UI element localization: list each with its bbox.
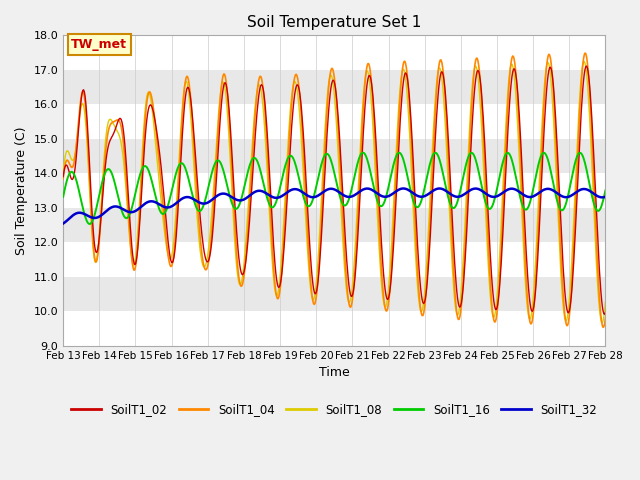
SoilT1_16 [402, 165, 410, 171]
Bar [63, 36, 605, 70]
Bar [63, 70, 605, 104]
SoilT1_02 [125, 200, 132, 206]
Legend: SoilT1_02, SoilT1_04, SoilT1_08, SoilT1_16, SoilT1_32: SoilT1_02, SoilT1_04, SoilT1_08, SoilT1_… [67, 398, 602, 421]
SoilT1_16 [86, 221, 93, 227]
SoilT1_08 [598, 320, 606, 325]
SoilT1_16 [180, 164, 188, 169]
SoilT1_16 [60, 194, 67, 200]
SoilT1_04 [69, 164, 77, 169]
SoilT1_32 [399, 186, 407, 192]
SoilT1_04 [416, 300, 424, 306]
Bar [63, 173, 605, 208]
SoilT1_08 [580, 59, 588, 64]
SoilT1_02 [209, 232, 216, 238]
SoilT1_32 [602, 194, 609, 200]
SoilT1_02 [601, 312, 609, 317]
X-axis label: Time: Time [319, 366, 349, 379]
SoilT1_04 [599, 324, 607, 330]
SoilT1_04 [602, 315, 609, 321]
SoilT1_02 [582, 63, 590, 69]
SoilT1_02 [69, 176, 77, 181]
SoilT1_32 [69, 213, 77, 218]
SoilT1_16 [209, 165, 217, 171]
SoilT1_32 [60, 221, 67, 227]
SoilT1_04 [581, 50, 589, 56]
Line: SoilT1_16: SoilT1_16 [63, 153, 605, 224]
SoilT1_08 [60, 170, 67, 176]
SoilT1_08 [400, 67, 408, 73]
Bar [63, 242, 605, 277]
SoilT1_16 [125, 212, 133, 217]
Text: TW_met: TW_met [71, 38, 127, 51]
SoilT1_08 [602, 299, 609, 305]
Line: SoilT1_08: SoilT1_08 [63, 61, 605, 323]
SoilT1_08 [416, 305, 424, 311]
SoilT1_16 [360, 150, 367, 156]
SoilT1_02 [602, 310, 609, 315]
Bar [63, 104, 605, 139]
SoilT1_04 [125, 216, 132, 222]
SoilT1_04 [180, 92, 188, 98]
SoilT1_02 [60, 174, 67, 180]
Bar [63, 139, 605, 173]
SoilT1_32 [417, 194, 424, 200]
Line: SoilT1_04: SoilT1_04 [63, 53, 605, 327]
SoilT1_08 [209, 201, 216, 207]
SoilT1_08 [69, 157, 77, 163]
Bar [63, 312, 605, 346]
SoilT1_04 [60, 176, 67, 182]
SoilT1_32 [125, 209, 132, 215]
Line: SoilT1_32: SoilT1_32 [63, 189, 605, 224]
SoilT1_02 [180, 110, 188, 116]
SoilT1_04 [400, 59, 408, 64]
SoilT1_32 [209, 196, 216, 202]
Bar [63, 277, 605, 312]
SoilT1_02 [416, 277, 424, 283]
SoilT1_16 [417, 198, 425, 204]
SoilT1_16 [69, 170, 77, 176]
SoilT1_04 [209, 219, 216, 225]
Title: Soil Temperature Set 1: Soil Temperature Set 1 [247, 15, 422, 30]
SoilT1_32 [401, 186, 408, 192]
SoilT1_16 [602, 188, 609, 193]
Bar [63, 208, 605, 242]
Y-axis label: Soil Temperature (C): Soil Temperature (C) [15, 126, 28, 255]
SoilT1_08 [180, 88, 188, 94]
SoilT1_08 [125, 225, 132, 230]
Line: SoilT1_02: SoilT1_02 [63, 66, 605, 314]
SoilT1_32 [180, 195, 188, 201]
SoilT1_02 [400, 74, 408, 80]
